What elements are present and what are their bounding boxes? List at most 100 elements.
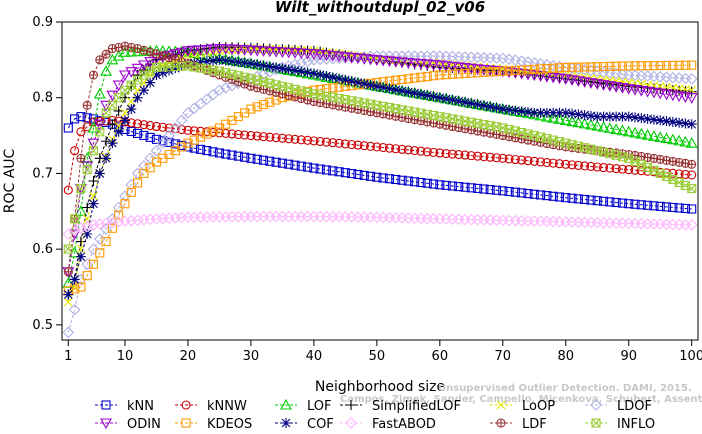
- point-odin: [213, 43, 226, 55]
- point-kdeos: [636, 61, 646, 71]
- point-cof: [623, 111, 634, 122]
- point-cof: [585, 110, 596, 121]
- point-knnw: [290, 134, 300, 144]
- point-knnw: [227, 129, 237, 139]
- point-kdeos: [416, 72, 426, 82]
- point-knn: [605, 197, 615, 207]
- watermark-line-2: Campos, Zimek, Sander, Campello, Micenko…: [340, 394, 702, 405]
- point-odin: [87, 138, 100, 150]
- point-fastabod: [125, 214, 138, 227]
- point-fastabod: [144, 213, 156, 226]
- point-kdeos: [466, 68, 476, 78]
- y-axis: 0.5 0.6 0.7 0.8 0.9: [32, 15, 62, 333]
- point-odin: [232, 44, 245, 56]
- point-odin: [377, 55, 390, 67]
- point-cof: [371, 81, 382, 92]
- point-knn: [378, 173, 388, 183]
- point-odin: [553, 73, 566, 85]
- point-kdeos: [605, 61, 615, 71]
- point-knn: [630, 199, 640, 209]
- point-knn: [63, 123, 73, 133]
- point-knn: [303, 162, 313, 172]
- point-knn: [145, 132, 155, 142]
- point-knn: [567, 193, 577, 203]
- point-knn: [580, 194, 590, 205]
- point-cof: [680, 118, 691, 129]
- point-odin: [244, 45, 257, 57]
- point-ldof: [257, 68, 270, 81]
- point-inflo: [107, 100, 117, 110]
- point-knnw: [158, 122, 168, 132]
- point-loop: [120, 108, 130, 118]
- point-knn: [126, 126, 136, 137]
- point-odin: [188, 45, 201, 57]
- point-knnw: [284, 134, 294, 144]
- x-tick-label: 40: [306, 349, 323, 364]
- point-knn: [296, 161, 306, 171]
- point-cof: [592, 111, 603, 122]
- point-knnw: [397, 144, 407, 154]
- point-knn: [170, 139, 180, 149]
- point-knn: [542, 191, 552, 201]
- point-kdeos: [517, 65, 527, 75]
- point-odin: [647, 87, 660, 99]
- series-line-inflo: [67, 65, 692, 250]
- point-knnw: [680, 169, 690, 179]
- point-cof: [491, 102, 502, 113]
- point-knn: [561, 193, 571, 203]
- point-knnw: [573, 160, 583, 170]
- point-kdeos: [624, 61, 634, 71]
- point-odin: [295, 48, 308, 60]
- point-knn: [252, 154, 262, 164]
- point-knn: [397, 175, 407, 185]
- point-fastabod: [106, 216, 119, 229]
- point-cof: [466, 98, 477, 109]
- legend-label-knnw: kNNW: [207, 399, 247, 414]
- point-cof: [403, 87, 414, 98]
- point-cof: [359, 78, 370, 89]
- point-odin: [660, 89, 673, 101]
- point-cof: [113, 126, 124, 137]
- point-cof: [541, 107, 552, 118]
- point-lof: [559, 114, 572, 125]
- point-knnw: [548, 158, 558, 168]
- point-kdeos: [328, 83, 338, 93]
- point-cof: [617, 111, 628, 122]
- point-knn: [485, 185, 495, 195]
- point-cof: [195, 57, 206, 68]
- point-cof: [170, 63, 181, 74]
- point-lof: [566, 115, 578, 127]
- point-knn: [624, 199, 634, 209]
- point-knnw: [378, 142, 388, 153]
- point-cof: [220, 55, 231, 66]
- point-cof: [308, 68, 319, 79]
- point-knnw: [485, 152, 495, 162]
- point-knnw: [668, 168, 678, 178]
- point-knnw: [592, 162, 602, 172]
- point-knnw: [479, 152, 489, 162]
- point-odin: [654, 88, 667, 100]
- point-knn: [548, 191, 558, 201]
- point-odin: [270, 46, 283, 58]
- point-kdeos: [202, 129, 212, 139]
- point-odin: [389, 56, 402, 68]
- point-knnw: [624, 165, 634, 175]
- point-cof: [661, 116, 672, 127]
- point-knnw: [504, 154, 514, 164]
- x-tick-label: 50: [369, 349, 386, 364]
- point-knn: [504, 186, 514, 197]
- point-knnw: [303, 135, 313, 145]
- point-knn: [447, 181, 457, 191]
- point-lof: [106, 53, 119, 65]
- point-knn: [366, 171, 376, 181]
- point-lof: [100, 65, 113, 76]
- point-knnw: [271, 133, 281, 143]
- point-kdeos: [447, 69, 457, 79]
- point-fastabod: [685, 219, 698, 231]
- point-kdeos: [441, 70, 451, 80]
- point-odin: [226, 44, 238, 56]
- plot-frame: [61, 21, 699, 341]
- legend-item-knn: kNN: [95, 399, 154, 414]
- point-cof: [478, 100, 489, 111]
